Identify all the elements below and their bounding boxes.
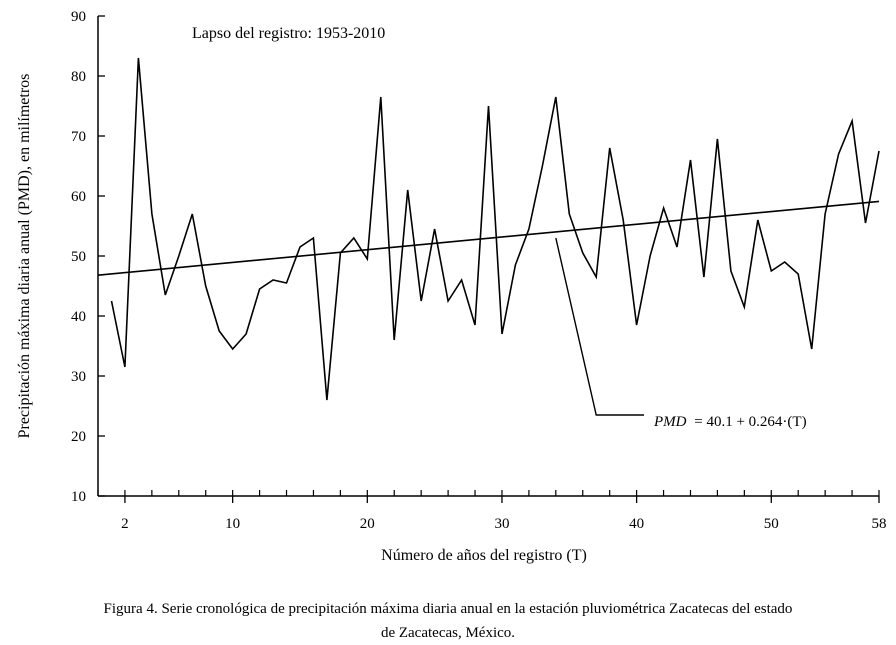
y-tick-label: 30 bbox=[71, 369, 86, 385]
equation-rhs: = 40.1 + 0.264·(T) bbox=[694, 414, 806, 430]
x-tick-label: 10 bbox=[225, 516, 240, 532]
figure-caption-line-1: Figura 4. Serie cronológica de precipita… bbox=[103, 601, 793, 617]
x-tick-label: 58 bbox=[872, 516, 887, 532]
x-tick-label: 50 bbox=[764, 516, 779, 532]
trend-equation: PMD = 40.1 + 0.264·(T) bbox=[653, 414, 807, 430]
x-axis-ticks: 2 10 20 30 40 50 58 bbox=[97, 490, 887, 532]
record-period-annotation: Lapso del registro: 1953-2010 bbox=[192, 25, 385, 42]
x-tick-label: 20 bbox=[360, 516, 375, 532]
x-tick-label: 30 bbox=[494, 516, 509, 532]
trend-line bbox=[97, 200, 880, 276]
y-tick-label: 90 bbox=[71, 9, 86, 25]
x-tick-label: 2 bbox=[121, 516, 129, 532]
y-tick-label: 80 bbox=[71, 69, 86, 85]
y-axis-label: Precipitación máxima diaria anual (PMD),… bbox=[16, 74, 33, 439]
series-layer bbox=[97, 57, 880, 416]
y-axis-ticks: 10 20 30 40 50 60 70 80 90 bbox=[71, 9, 105, 505]
y-tick-label: 40 bbox=[71, 309, 86, 325]
figure-caption-line-2: de Zacatecas, México. bbox=[380, 625, 516, 641]
x-tick-label: 40 bbox=[629, 516, 644, 532]
equation-leader-line bbox=[555, 237, 644, 416]
pmd-series-line bbox=[110, 57, 880, 401]
y-tick-label: 60 bbox=[71, 189, 86, 205]
y-tick-label: 70 bbox=[71, 129, 86, 145]
y-tick-label: 50 bbox=[71, 249, 86, 265]
y-tick-label: 20 bbox=[71, 429, 86, 445]
equation-lhs: PMD bbox=[653, 414, 687, 430]
y-tick-label: 10 bbox=[71, 489, 86, 505]
x-axis-label: Número de años del registro (T) bbox=[381, 547, 587, 564]
chart: 10 20 30 40 50 60 70 80 90 2 10 20 30 40 50 58 Lapso d… bbox=[16, 9, 887, 564]
